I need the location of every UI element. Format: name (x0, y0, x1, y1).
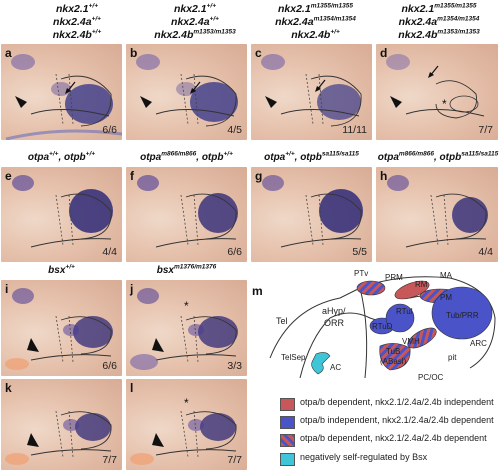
panel-label: a (5, 46, 12, 60)
region-pcoc: PC/OC (418, 373, 444, 382)
panel-label: g (255, 169, 263, 183)
brain-schematic: PTv PRM MA RM PM Tel aHyp/ ORR RTuD RTuI… (269, 269, 496, 382)
panel-a: a 6/6 (1, 44, 122, 140)
header-i: bsx+/+ (48, 263, 75, 276)
panel-l: * l 7/7 (126, 379, 247, 470)
header-f: otpam866/m866, otpb+/+ (140, 150, 233, 163)
header-g: otpa+/+, otpbsa115/sa115 (264, 150, 359, 163)
panel-e: e 4/4 (1, 167, 122, 262)
panel-count: 7/7 (102, 454, 117, 466)
panel-label: e (5, 169, 12, 183)
region-pit: pit (448, 353, 457, 362)
panel-count: 4/5 (227, 124, 242, 136)
region-tel: Tel (276, 316, 288, 326)
embryo-i (5, 288, 113, 370)
region-ptv: PTv (354, 269, 368, 278)
panel-count: 3/3 (227, 360, 242, 372)
region-rtud: RTuD (372, 322, 393, 331)
schematic-panel: m PTv PRM MA RM PM Tel aHyp/ ORR R (250, 268, 500, 388)
panel-label: j (130, 282, 134, 296)
embryo-k (5, 410, 112, 465)
embryo-f (137, 175, 238, 248)
region-pm: PM (440, 293, 452, 302)
region-abasi: (ABasl) (380, 357, 407, 366)
panel-count: 6/6 (102, 124, 117, 136)
region-orr: ORR (324, 318, 345, 328)
region-arc: ARC (470, 339, 487, 348)
region-tub: TuB (386, 347, 400, 356)
legend-swatch-cyan (280, 453, 295, 466)
region-rm: RM (415, 280, 428, 289)
region-tubprr: Tub/PRR (446, 311, 479, 320)
panel-label: f (130, 169, 134, 183)
header-d: nkx2.1m1355/m1355 nkx2.4am1354/m1354 nkx… (398, 2, 480, 41)
panel-count: 5/5 (352, 246, 367, 258)
panel-count: 6/6 (102, 360, 117, 372)
legend-swatch-blue (280, 416, 295, 429)
svg-text:*: * (184, 396, 189, 410)
embryo-g (262, 175, 363, 248)
panel-d: * d 7/7 (376, 44, 498, 140)
panel-j: * j 3/3 (126, 280, 247, 376)
panel-count: 4/4 (102, 246, 117, 258)
panel-k: k 7/7 (1, 379, 122, 470)
legend-text-red: otpa/b dependent, nkx2.1/2.4a/2.4b indep… (300, 397, 494, 407)
region-ac: AC (330, 363, 341, 372)
panel-label: h (380, 169, 388, 183)
legend-text-cyan: negatively self-regulated by Bsx (300, 452, 428, 462)
svg-text:*: * (442, 97, 447, 111)
panel-b: b 4/5 (126, 44, 247, 140)
embryo-e (12, 175, 113, 248)
panel-count: 6/6 (227, 246, 242, 258)
region-prm: PRM (385, 273, 403, 282)
panel-c: c 11/11 (251, 44, 372, 140)
header-j: bsxm1376/m1376 (156, 263, 217, 276)
header-a: nkx2.1+/+ nkx2.4a+/+ nkx2.4b+/+ (52, 2, 102, 41)
legend-swatch-striped (280, 434, 295, 447)
embryo-d: * (386, 54, 485, 119)
embryo-l: * (130, 396, 237, 465)
header-h: otpam866/m866, otpbsa115/sa115 (377, 150, 499, 163)
panel-label: l (130, 381, 134, 395)
panel-count: 7/7 (227, 454, 242, 466)
header-c: nkx2.1m1355/m1355 nkx2.4am1354/m1354 nkx… (275, 2, 356, 41)
legend-text-striped: otpa/b dependent, nkx2.1/2.4a/2.4b depen… (300, 433, 487, 443)
embryo-h (387, 175, 488, 248)
panel-label: k (5, 381, 12, 395)
embryo-b (136, 54, 238, 127)
embryo-a (5, 54, 122, 140)
panel-count: 4/4 (478, 246, 493, 258)
panel-f: f 6/6 (126, 167, 247, 262)
region-vmh: VMH (402, 337, 420, 346)
region-ahyp: aHyp/ (322, 306, 346, 316)
legend-swatch-red (280, 398, 295, 411)
region-telsep: TelSep (281, 353, 306, 362)
svg-text:*: * (184, 299, 189, 313)
panel-count: 11/11 (342, 124, 367, 136)
region-ma: MA (440, 271, 453, 280)
panel-count: 7/7 (478, 124, 493, 136)
panel-label: c (255, 46, 262, 60)
header-e: otpa+/+, otpb+/+ (27, 150, 96, 163)
schematic-label: m (252, 284, 263, 298)
panel-label: b (130, 46, 138, 60)
panel-label: i (5, 282, 9, 296)
embryo-c (261, 54, 362, 127)
panel-label: d (380, 46, 388, 60)
region-rtul: RTuI (396, 307, 413, 316)
header-b: nkx2.1+/+ nkx2.4a+/+ nkx2.4bm1353/m1353 (154, 2, 236, 41)
embryo-j: * (130, 288, 238, 370)
panel-i: i 6/6 (1, 280, 122, 376)
panel-h: h 4/4 (376, 167, 498, 262)
legend-text-blue: otpa/b independent, nkx2.1/2.4a/2.4b dep… (300, 415, 494, 425)
panel-g: g 5/5 (251, 167, 372, 262)
